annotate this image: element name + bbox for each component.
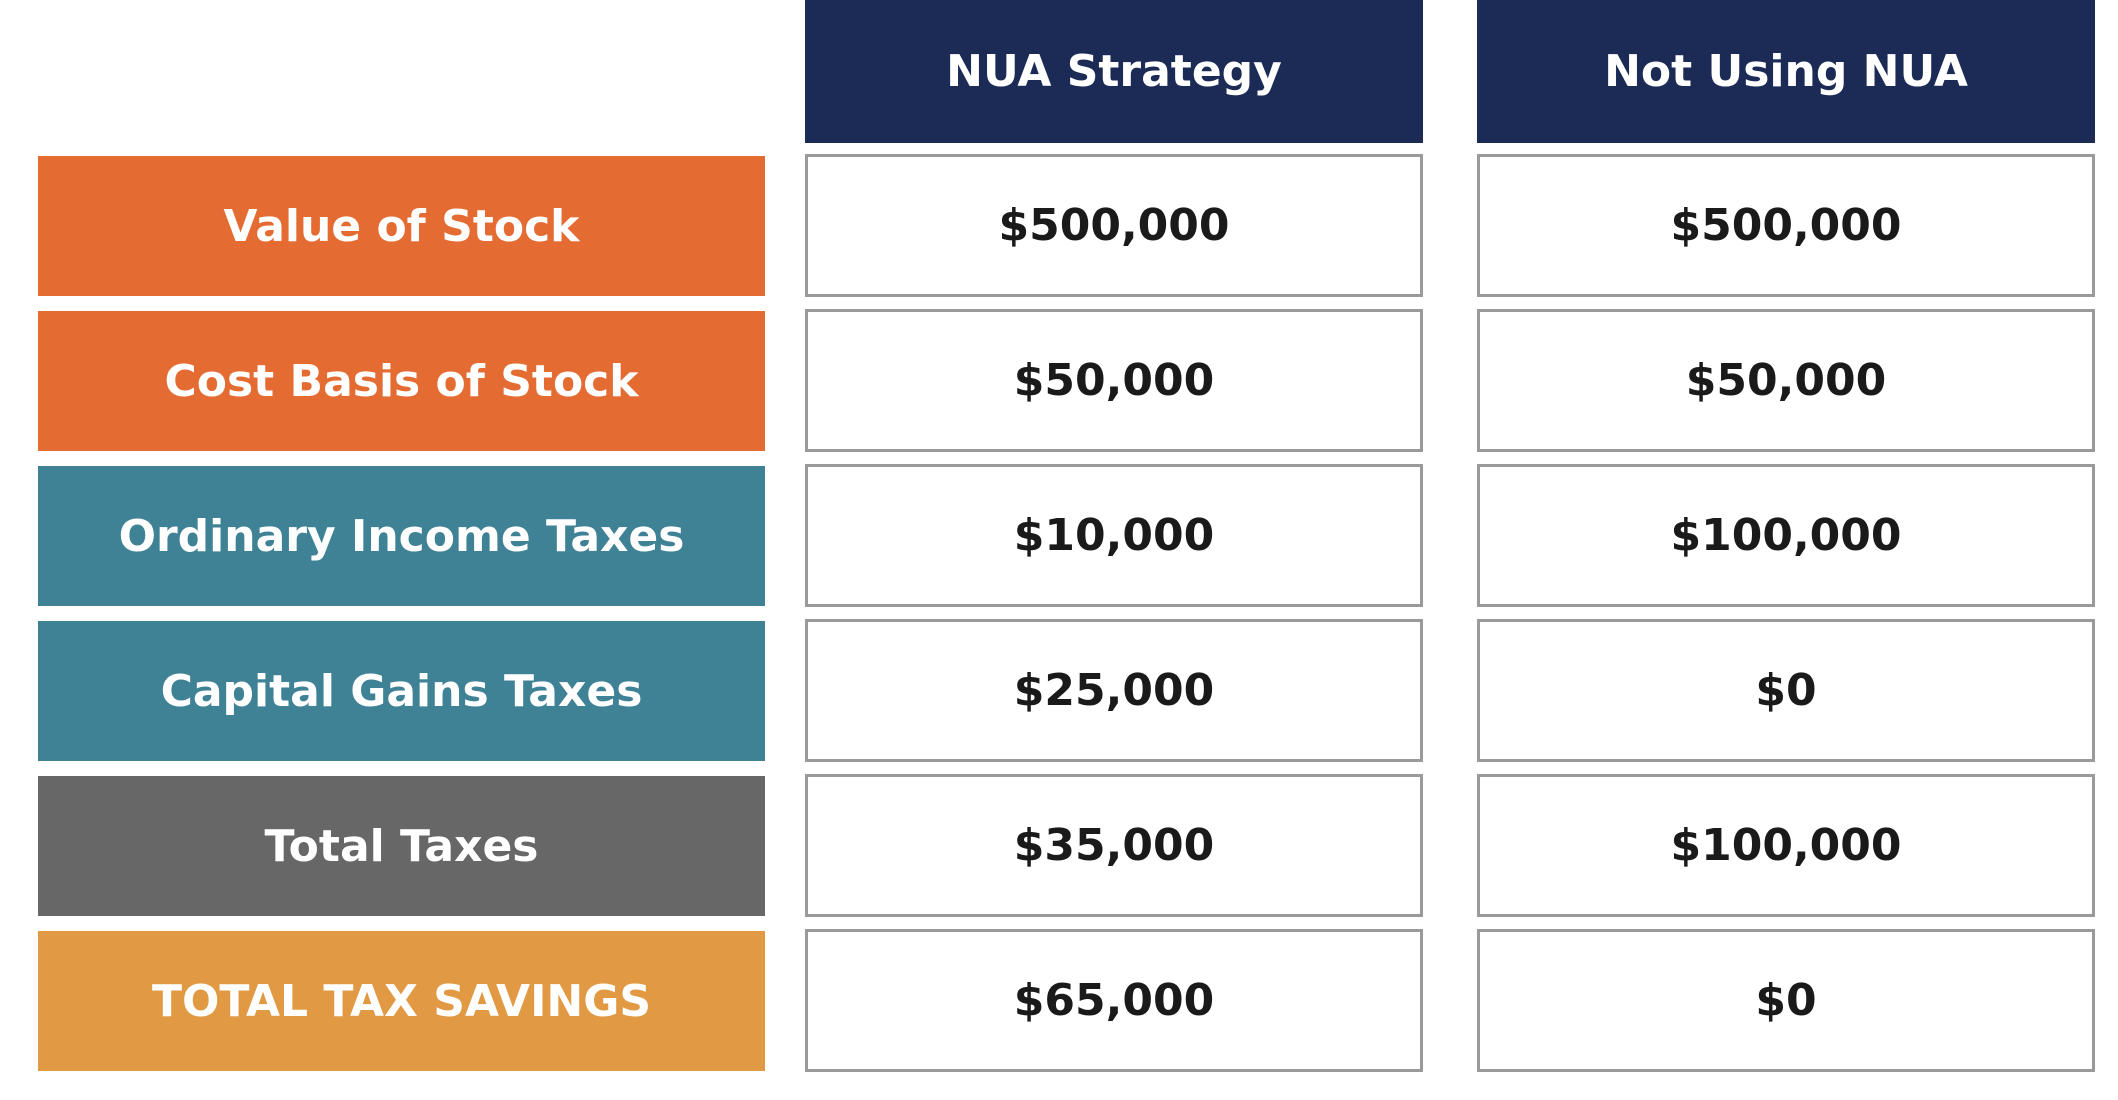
value-cell: $50,000 [1477,309,2095,452]
row-label: Capital Gains Taxes [38,621,765,761]
value-cell: $0 [1477,619,2095,762]
value-cell: $500,000 [805,154,1423,297]
column-header: Not Using NUA [1477,0,2095,143]
value-cell: $25,000 [805,619,1423,762]
row-label: Ordinary Income Taxes [38,466,765,606]
value-cell: $50,000 [805,309,1423,452]
row-label: TOTAL TAX SAVINGS [38,931,765,1071]
value-cell: $35,000 [805,774,1423,917]
value-cell: $500,000 [1477,154,2095,297]
value-cell: $0 [1477,929,2095,1072]
value-cell: $100,000 [1477,774,2095,917]
value-cell: $65,000 [805,929,1423,1072]
row-label: Value of Stock [38,156,765,296]
value-cell: $10,000 [805,464,1423,607]
row-label: Cost Basis of Stock [38,311,765,451]
column-header: NUA Strategy [805,0,1423,143]
row-label: Total Taxes [38,776,765,916]
value-cell: $100,000 [1477,464,2095,607]
